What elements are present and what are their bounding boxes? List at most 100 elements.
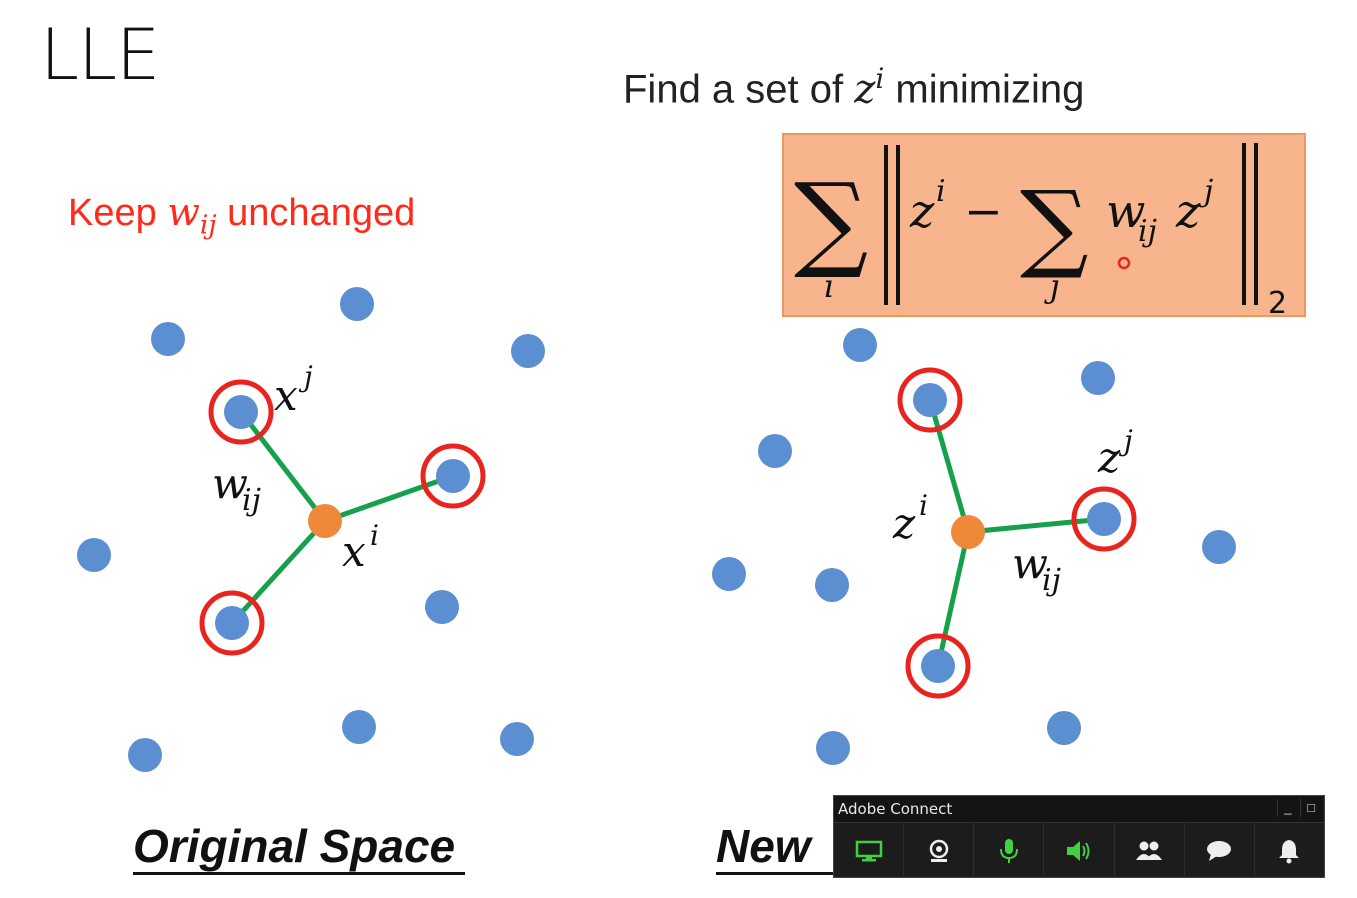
- label-w-left-sub: ij: [242, 483, 261, 518]
- original-space-graph: x j x i w ij: [77, 287, 545, 772]
- edge-left-3: [230, 519, 327, 625]
- adobe-connect-header: Adobe Connect _ □: [834, 796, 1324, 823]
- outer-sum-symbol: ∑: [794, 160, 868, 282]
- notification-bell-icon: [1279, 839, 1300, 863]
- find-sup: i: [875, 62, 885, 95]
- neighbor-point: [1087, 502, 1121, 536]
- find-instruction: Find a set of zi minimizing: [623, 62, 1084, 112]
- minimize-button[interactable]: _: [1277, 799, 1298, 817]
- keep-instruction: Keep wij unchanged: [68, 190, 415, 241]
- edge-right-1: [927, 399, 971, 533]
- neighbor-ring: [905, 633, 971, 699]
- objective-formula: ∑ i z i − ∑ j w ij z j 2: [794, 143, 1287, 321]
- formula-w: w: [1106, 184, 1145, 238]
- norm-bar-right-2: [1254, 143, 1258, 305]
- share-screen-button[interactable]: [834, 823, 905, 878]
- center-point-xi: [308, 504, 342, 538]
- neighbor-point: [436, 459, 470, 493]
- norm-bar-left-2: [896, 145, 900, 305]
- norm-bar-left-1: [884, 145, 888, 305]
- formula-minus: −: [964, 184, 1003, 238]
- neighbor-point: [913, 383, 947, 417]
- label-w-right: w: [1012, 539, 1048, 588]
- inner-sum-symbol: ∑: [1020, 170, 1089, 282]
- find-prefix: Find a set of: [623, 67, 855, 112]
- attendees-icon: [1136, 841, 1163, 860]
- data-point: [342, 710, 376, 744]
- formula-z-sup: i: [936, 174, 946, 209]
- attendees-button[interactable]: [1115, 823, 1185, 878]
- data-point: [843, 328, 877, 362]
- webcam-icon: [929, 839, 948, 862]
- data-point: [712, 557, 746, 591]
- data-point: [340, 287, 374, 321]
- data-point: [1081, 361, 1115, 395]
- edge-right-3: [935, 531, 971, 667]
- data-point: [77, 538, 111, 572]
- data-point: [815, 568, 849, 602]
- data-point: [500, 722, 534, 756]
- neighbor-ring: [199, 590, 265, 656]
- adobe-connect-title: Adobe Connect: [838, 800, 953, 818]
- edge-left-1: [239, 410, 327, 523]
- chat-icon: [1207, 840, 1232, 861]
- webcam-button[interactable]: [904, 823, 975, 878]
- neighbor-point: [215, 606, 249, 640]
- label-z-i: z: [892, 499, 916, 548]
- keep-suffix: unchanged: [216, 192, 416, 234]
- label-z-j: z: [1097, 433, 1121, 482]
- data-point: [425, 590, 459, 624]
- find-suffix: minimizing: [884, 67, 1085, 112]
- notification-button[interactable]: [1255, 823, 1324, 878]
- microphone-icon: [999, 838, 1018, 863]
- label-x-j: x: [274, 371, 298, 420]
- outer-sum-index: i: [824, 267, 834, 305]
- keep-var: w: [167, 190, 200, 234]
- label-x-i-sup: i: [370, 519, 379, 552]
- neighbor-ring: [420, 443, 486, 509]
- data-point: [1202, 530, 1236, 564]
- label-z-j-sup: j: [1118, 424, 1133, 457]
- label-w-right-sub: ij: [1042, 563, 1061, 598]
- label-x-j-sup: j: [298, 360, 313, 393]
- keep-sub: ij: [199, 209, 217, 241]
- norm-bar-right-1: [1242, 143, 1246, 305]
- neighbor-ring: [208, 379, 274, 445]
- share-screen-icon: [855, 840, 882, 861]
- label-w-left: w: [212, 459, 248, 508]
- neighbor-point: [224, 395, 258, 429]
- speaker-icon: [1066, 840, 1090, 861]
- neighbor-point: [921, 649, 955, 683]
- label-z-i-sup: i: [919, 489, 928, 522]
- edge-right-2: [967, 516, 1105, 535]
- formula-z: z: [909, 184, 935, 238]
- adobe-connect-toolbar: Adobe Connect _ □: [833, 795, 1325, 878]
- data-point: [816, 731, 850, 765]
- formula-w-sub: ij: [1138, 214, 1157, 249]
- label-x-i: x: [342, 527, 366, 576]
- neighbor-ring: [1071, 486, 1137, 552]
- keep-prefix: Keep: [68, 192, 168, 234]
- caption-original-space: Original Space: [133, 822, 465, 876]
- data-point: [511, 334, 545, 368]
- speaker-button[interactable]: [1044, 823, 1115, 878]
- edge-left-2: [324, 473, 454, 524]
- norm-subscript: 2: [1268, 286, 1287, 315]
- center-point-zi: [951, 515, 985, 549]
- data-point: [1047, 711, 1081, 745]
- data-point: [151, 322, 185, 356]
- adobe-connect-controls: [834, 823, 1324, 878]
- slide-title: LLE: [40, 14, 160, 96]
- maximize-button[interactable]: □: [1300, 799, 1321, 817]
- new-space-graph: z j z i w ij: [712, 328, 1236, 765]
- pointer-marker: [1117, 256, 1131, 270]
- data-point: [758, 434, 792, 468]
- neighbor-ring: [897, 367, 963, 433]
- find-var: z: [854, 66, 876, 113]
- chat-button[interactable]: [1185, 823, 1255, 878]
- data-point: [128, 738, 162, 772]
- microphone-button[interactable]: [974, 823, 1045, 878]
- formula-zj: z: [1175, 184, 1201, 238]
- formula-box: ∑ i z i − ∑ j w ij z j 2: [782, 133, 1306, 321]
